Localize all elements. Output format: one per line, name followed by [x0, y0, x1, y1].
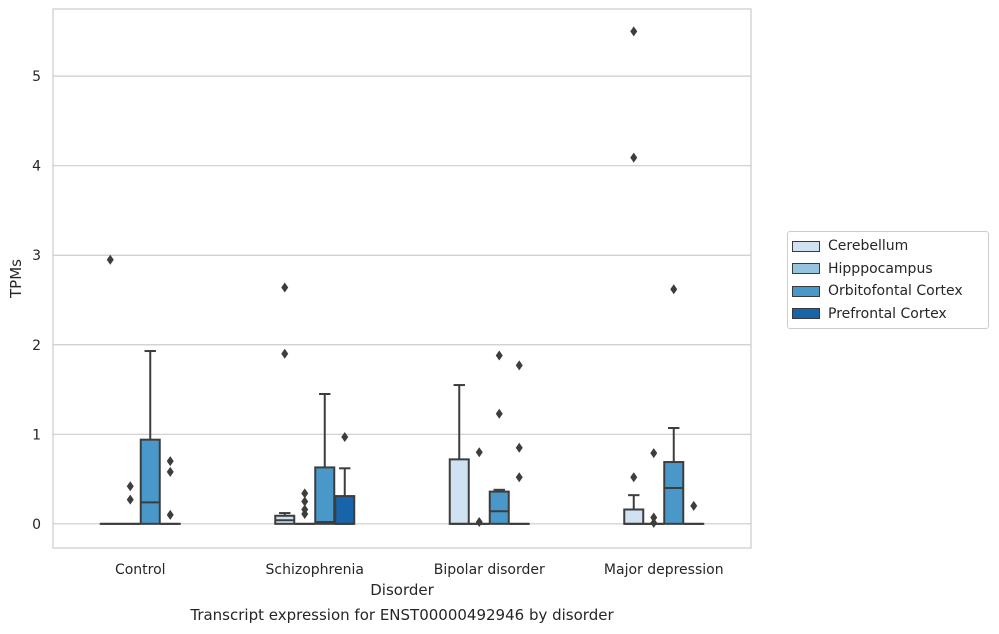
outlier-point: [515, 360, 523, 371]
box-body: [663, 461, 685, 525]
box-body: [623, 508, 645, 525]
outlier-point: [301, 508, 309, 519]
outlier-point: [515, 472, 523, 483]
outlier-point: [495, 408, 503, 419]
y-tick-labels: 0 1 2 3 4 5: [32, 69, 41, 533]
box-body: [448, 458, 470, 525]
box-prefrontal-cortex: [683, 500, 705, 525]
x-tick-label: Bipolar disorder: [434, 562, 545, 578]
legend: Cerebellum Hipppocampus Orbitofontal Cor…: [787, 231, 989, 329]
box-orbitofontal-cortex: [139, 350, 161, 525]
y-tick-label: 1: [32, 427, 41, 443]
legend-item: Prefrontal Cortex: [788, 303, 988, 326]
y-tick-label: 2: [32, 338, 41, 354]
box-hipppocampus: [468, 447, 490, 528]
box-body: [314, 466, 336, 525]
outlier-point: [690, 500, 698, 511]
x-axis-label: Disorder: [370, 581, 434, 599]
x-tick-label: Control: [115, 562, 166, 578]
outlier-point: [650, 448, 658, 459]
legend-swatch-prefrontal: [792, 308, 820, 320]
outlier-point: [166, 456, 174, 467]
outlier-point: [650, 512, 658, 523]
box-prefrontal-cortex: [159, 456, 181, 525]
legend-item: Cerebellum: [788, 235, 988, 258]
outlier-point: [301, 488, 309, 499]
outlier-point: [475, 447, 483, 458]
plot-area-frame: [52, 8, 752, 549]
outlier-point: [126, 481, 134, 492]
outlier-point: [126, 494, 134, 505]
outlier-point: [650, 517, 658, 528]
box-prefrontal-cortex: [508, 360, 530, 525]
legend-label: Hipppocampus: [828, 260, 933, 277]
legend-label: Cerebellum: [828, 238, 909, 255]
legend-swatch-cerebellum: [792, 240, 820, 252]
outlier-point: [630, 152, 638, 163]
box-cerebellum: [274, 282, 296, 525]
box-cerebellum: [99, 254, 121, 525]
box-hipppocampus: [119, 481, 141, 525]
legend-item: Hipppocampus: [788, 258, 988, 281]
x-tick-label: Schizophrenia: [266, 562, 364, 578]
outlier-point: [475, 517, 483, 528]
y-tick-label: 0: [32, 517, 41, 533]
box-prefrontal-cortex: [334, 431, 356, 525]
outlier-point: [281, 282, 289, 293]
y-tick-label: 3: [32, 248, 41, 264]
box-orbitofontal-cortex: [314, 393, 336, 525]
outlier-point: [281, 348, 289, 359]
legend-item: Orbitofontal Cortex: [788, 280, 988, 303]
y-axis-label: TPMs: [7, 259, 25, 299]
outlier-point: [106, 254, 114, 265]
box-hipppocampus: [643, 448, 665, 528]
box-cerebellum: [623, 26, 645, 525]
y-tick-label: 5: [32, 69, 41, 85]
box-orbitofontal-cortex: [488, 350, 510, 525]
outlier-point: [630, 26, 638, 37]
box-orbitofontal-cortex: [663, 284, 685, 525]
legend-swatch-hippocampus: [792, 263, 820, 275]
box-cerebellum: [448, 384, 470, 525]
outlier-point: [301, 496, 309, 507]
legend-label: Orbitofontal Cortex: [828, 283, 963, 300]
legend-label: Prefrontal Cortex: [828, 305, 947, 322]
box-body: [139, 438, 161, 525]
outlier-point: [166, 509, 174, 520]
box-hipppocampus: [294, 488, 316, 525]
figure-caption: Transcript expression for ENST0000049294…: [190, 606, 614, 624]
legend-swatch-orbitofrontal: [792, 285, 820, 297]
box-body: [488, 490, 510, 525]
outlier-point: [670, 284, 678, 295]
outlier-point: [341, 431, 349, 442]
boxes: [99, 26, 705, 528]
y-tick-label: 4: [32, 159, 41, 175]
box-body: [334, 495, 356, 525]
x-tick-label: Major depression: [604, 562, 724, 578]
x-tick-labels: Control Schizophrenia Bipolar disorder Majo…: [115, 562, 724, 578]
outlier-point: [515, 442, 523, 453]
outlier-point: [630, 472, 638, 483]
outlier-point: [166, 466, 174, 477]
outlier-point: [495, 350, 503, 361]
